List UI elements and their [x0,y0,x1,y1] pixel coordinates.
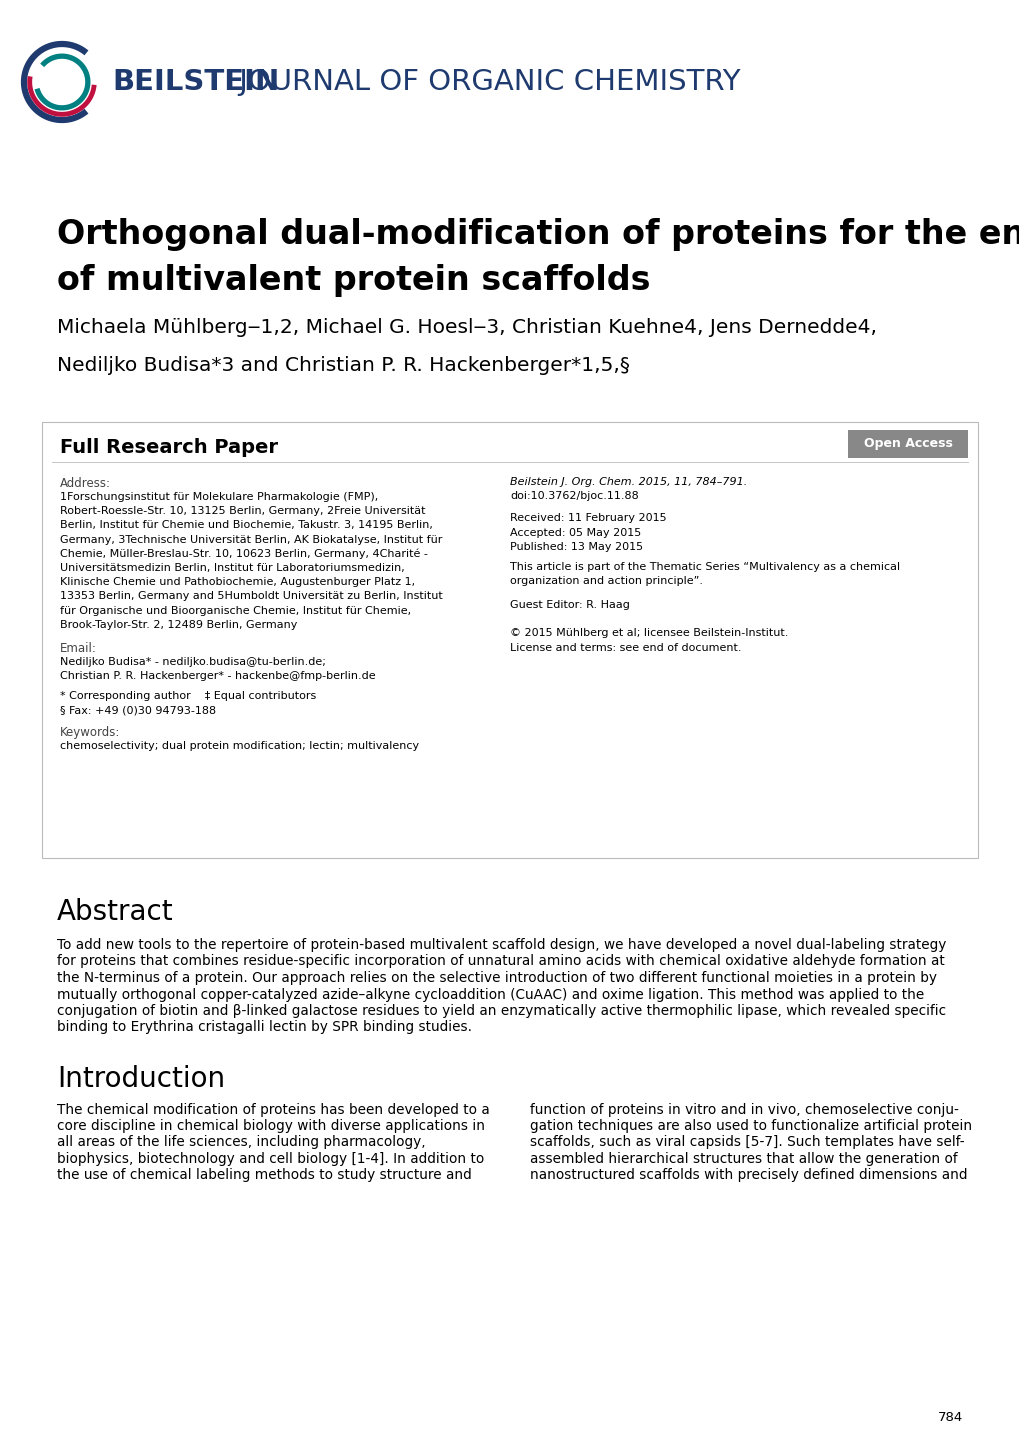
Text: Published: 13 May 2015: Published: 13 May 2015 [510,541,643,551]
Text: conjugation of biotin and β-linked galactose residues to yield an enzymatically : conjugation of biotin and β-linked galac… [57,1004,946,1017]
Text: Keywords:: Keywords: [60,726,120,739]
Text: für Organische und Bioorganische Chemie, Institut für Chemie,: für Organische und Bioorganische Chemie,… [60,606,411,616]
Text: organization and action principle”.: organization and action principle”. [510,576,702,586]
Text: gation techniques are also used to functionalize artificial protein: gation techniques are also used to funct… [530,1120,971,1133]
Text: assembled hierarchical structures that allow the generation of: assembled hierarchical structures that a… [530,1152,957,1166]
Text: Guest Editor: R. Haag: Guest Editor: R. Haag [510,600,630,610]
Text: for proteins that combines residue-specific incorporation of unnatural amino aci: for proteins that combines residue-speci… [57,954,944,968]
Text: Germany, 3Technische Universität Berlin, AK Biokatalyse, Institut für: Germany, 3Technische Universität Berlin,… [60,534,442,544]
Text: binding to Erythrina cristagalli lectin by SPR binding studies.: binding to Erythrina cristagalli lectin … [57,1020,472,1035]
Text: Michaela Mühlberg‒1,2, Michael G. Hoesl‒3, Christian Kuehne4, Jens Dernedde4,: Michaela Mühlberg‒1,2, Michael G. Hoesl‒… [57,317,876,338]
Text: doi:10.3762/bjoc.11.88: doi:10.3762/bjoc.11.88 [510,491,638,501]
Text: biophysics, biotechnology and cell biology [1-4]. In addition to: biophysics, biotechnology and cell biolo… [57,1152,484,1166]
Text: the use of chemical labeling methods to study structure and: the use of chemical labeling methods to … [57,1167,472,1182]
Text: JOURNAL OF ORGANIC CHEMISTRY: JOURNAL OF ORGANIC CHEMISTRY [229,68,740,97]
Text: nanostructured scaffolds with precisely defined dimensions and: nanostructured scaffolds with precisely … [530,1167,967,1182]
Text: Nediljko Budisa* - nediljko.budisa@tu-berlin.de;: Nediljko Budisa* - nediljko.budisa@tu-be… [60,657,325,667]
Text: of multivalent protein scaffolds: of multivalent protein scaffolds [57,264,650,297]
Text: mutually orthogonal copper-catalyzed azide–alkyne cycloaddition (CuAAC) and oxim: mutually orthogonal copper-catalyzed azi… [57,987,923,1001]
Text: § Fax: +49 (0)30 94793-188: § Fax: +49 (0)30 94793-188 [60,706,216,716]
Text: Received: 11 February 2015: Received: 11 February 2015 [510,514,666,524]
Text: 1Forschungsinstitut für Molekulare Pharmakologie (FMP),: 1Forschungsinstitut für Molekulare Pharm… [60,492,378,502]
Text: © 2015 Mühlberg et al; licensee Beilstein-Institut.: © 2015 Mühlberg et al; licensee Beilstei… [510,628,788,638]
Text: The chemical modification of proteins has been developed to a: The chemical modification of proteins ha… [57,1102,489,1117]
Text: Nediljko Budisa*3 and Christian P. R. Hackenberger*1,5,§: Nediljko Budisa*3 and Christian P. R. Ha… [57,356,630,375]
Text: 13353 Berlin, Germany and 5Humboldt Universität zu Berlin, Institut: 13353 Berlin, Germany and 5Humboldt Univ… [60,592,442,602]
Text: the N-terminus of a protein. Our approach relies on the selective introduction o: the N-terminus of a protein. Our approac… [57,971,936,986]
Text: License and terms: see end of document.: License and terms: see end of document. [510,642,741,652]
Text: Orthogonal dual-modification of proteins for the engineering: Orthogonal dual-modification of proteins… [57,218,1019,251]
Text: Klinische Chemie und Pathobiochemie, Augustenburger Platz 1,: Klinische Chemie und Pathobiochemie, Aug… [60,577,415,587]
Text: BEILSTEIN: BEILSTEIN [112,68,279,97]
Text: function of proteins in vitro and in vivo, chemoselective conju-: function of proteins in vitro and in viv… [530,1102,958,1117]
Text: Accepted: 05 May 2015: Accepted: 05 May 2015 [510,528,641,538]
Text: Christian P. R. Hackenberger* - hackenbe@fmp-berlin.de: Christian P. R. Hackenberger* - hackenbe… [60,671,375,681]
Text: chemoselectivity; dual protein modification; lectin; multivalency: chemoselectivity; dual protein modificat… [60,740,419,750]
Text: Brook-Taylor-Str. 2, 12489 Berlin, Germany: Brook-Taylor-Str. 2, 12489 Berlin, Germa… [60,620,298,629]
Text: Introduction: Introduction [57,1065,225,1092]
Text: To add new tools to the repertoire of protein-based multivalent scaffold design,: To add new tools to the repertoire of pr… [57,938,946,952]
FancyBboxPatch shape [42,421,977,859]
FancyBboxPatch shape [847,430,967,457]
Text: core discipline in chemical biology with diverse applications in: core discipline in chemical biology with… [57,1120,484,1133]
Text: scaffolds, such as viral capsids [5-7]. Such templates have self-: scaffolds, such as viral capsids [5-7]. … [530,1136,964,1150]
Text: all areas of the life sciences, including pharmacology,: all areas of the life sciences, includin… [57,1136,425,1150]
Text: Beilstein J. Org. Chem. 2015, 11, 784–791.: Beilstein J. Org. Chem. 2015, 11, 784–79… [510,478,747,486]
Text: Address:: Address: [60,478,111,491]
Text: Abstract: Abstract [57,898,173,926]
Text: This article is part of the Thematic Series “Multivalency as a chemical: This article is part of the Thematic Ser… [510,561,899,571]
Text: 784: 784 [936,1411,962,1424]
Text: Email:: Email: [60,642,97,655]
Text: Open Access: Open Access [863,437,952,450]
Text: Full Research Paper: Full Research Paper [60,439,278,457]
Text: Berlin, Institut für Chemie und Biochemie, Takustr. 3, 14195 Berlin,: Berlin, Institut für Chemie und Biochemi… [60,521,432,531]
Text: * Corresponding author    ‡ Equal contributors: * Corresponding author ‡ Equal contribut… [60,691,316,701]
Text: Chemie, Müller-Breslau-Str. 10, 10623 Berlin, Germany, 4Charité -: Chemie, Müller-Breslau-Str. 10, 10623 Be… [60,548,427,560]
Text: Universitätsmedizin Berlin, Institut für Laboratoriumsmedizin,: Universitätsmedizin Berlin, Institut für… [60,563,405,573]
Text: Robert-Roessle-Str. 10, 13125 Berlin, Germany, 2Freie Universität: Robert-Roessle-Str. 10, 13125 Berlin, Ge… [60,506,425,517]
